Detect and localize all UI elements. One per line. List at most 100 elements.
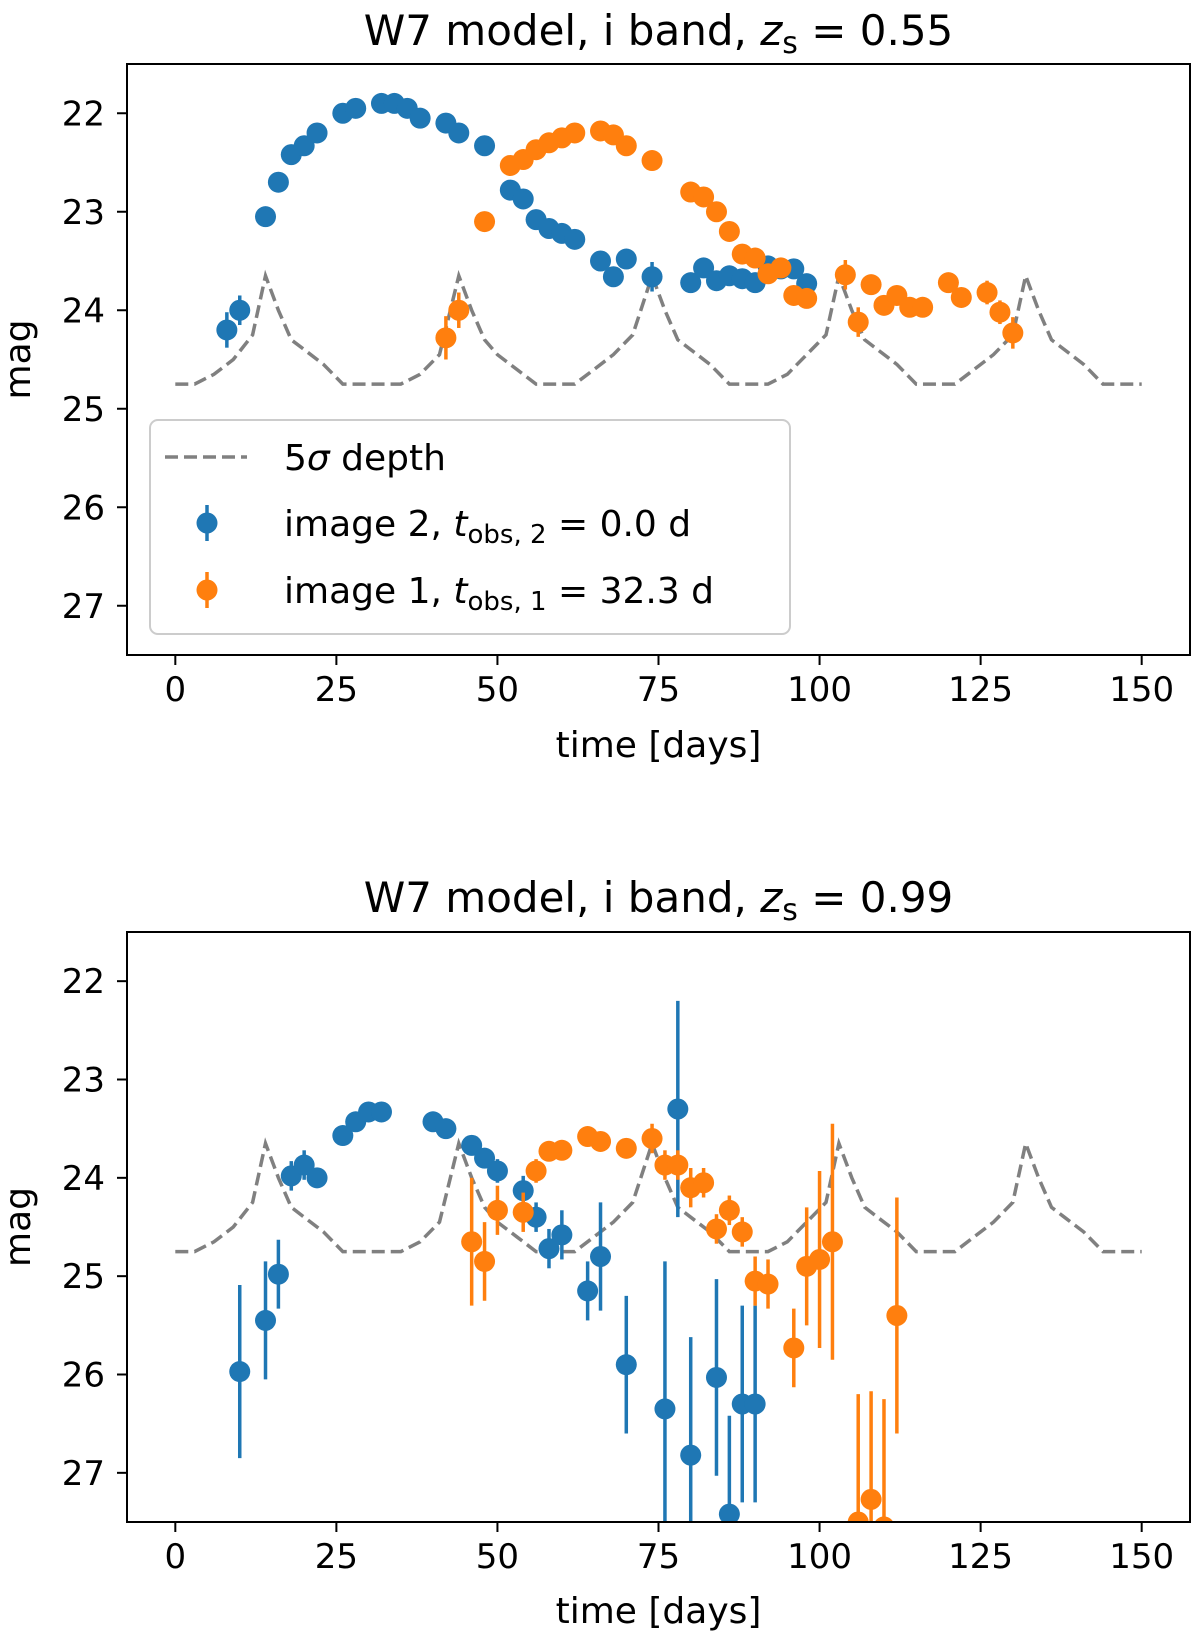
data-point [525,1160,547,1182]
legend-image1-marker [196,579,218,601]
depth-line [175,269,1142,386]
data-point [293,1154,315,1176]
data-point [770,257,792,279]
data-point [641,266,663,288]
data-point [229,1361,251,1383]
data-point [486,1160,508,1182]
data-point [448,122,470,144]
data-point [847,1511,869,1522]
x-tick-label: 75 [637,1537,680,1577]
data-point [564,122,586,144]
data-point [705,201,727,223]
data-point [718,220,740,242]
y-tick-label: 26 [62,1356,105,1396]
data-point [693,257,715,279]
data-point [912,296,934,318]
data-point [474,1250,496,1272]
data-point [718,1503,740,1522]
y-tick-label: 25 [62,390,105,430]
data-point [345,97,367,119]
data-point [255,1309,277,1331]
data-point [950,286,972,308]
data-point [551,1224,573,1246]
series-image2 [229,1000,766,1522]
legend-image1-label: image 1, tobs, 1 = 32.3 d [284,571,714,617]
data-point [216,319,238,341]
data-point [267,1263,289,1285]
data-point [551,1139,573,1161]
x-tick-label: 125 [948,670,1013,710]
chart-bottom: W7 model, i band, zs = 0.99 0 25 50 75 100 125… [0,873,1191,1632]
data-point [461,1231,483,1253]
axes-frame [126,63,1191,656]
chart-top: W7 model, i band, zs = 0.55 0 25 50 75 100 125… [0,6,1191,766]
y-tick-label: 23 [62,193,105,233]
plot-area [175,92,1142,386]
x-axis-label: time [days] [556,725,762,766]
data-point [641,1128,663,1149]
y-tick-label: 25 [62,1257,105,1297]
data-point [538,1238,560,1260]
data-point [512,1180,534,1202]
data-point [590,250,612,272]
data-point [744,1393,766,1415]
data-point [577,1280,599,1302]
x-tick-label: 25 [315,670,358,710]
data-point [602,266,624,288]
data-point [564,228,586,250]
series-image1 [435,120,1024,360]
data-point [860,1488,882,1510]
legend-image2-marker [196,512,218,534]
data-point [705,1218,727,1240]
data-point [486,1199,508,1221]
axes-frame [126,931,1191,1523]
legend: 5σ depth image 2, tobs, 2 = 0.0 d image 1,… [149,419,791,635]
data-point [693,186,715,208]
data-point [435,327,457,349]
y-tick-label: 26 [62,488,105,528]
data-point [718,1199,740,1221]
data-point [306,1167,328,1189]
data-point [641,150,663,172]
data-point [705,1366,727,1388]
legend-box [149,419,791,635]
data-point [590,1130,612,1152]
x-tick-label: 75 [637,670,680,710]
data-point [757,1273,779,1295]
data-point [409,107,431,129]
chart-title: W7 model, i band, zs = 0.55 [364,6,954,61]
data-point [293,135,315,157]
data-point [615,248,637,270]
x-axis-label: time [days] [556,1591,762,1632]
x-tick-label: 25 [315,1537,358,1577]
plot-area [175,1000,1142,1522]
x-tick-label: 50 [476,1537,519,1577]
data-point [474,135,496,157]
data-point [937,272,959,294]
data-point [693,1172,715,1194]
data-point [667,1098,689,1120]
data-point [783,1337,805,1359]
y-axis-label: mag [0,1187,39,1267]
x-tick-label: 150 [1109,1537,1174,1577]
data-point [332,1125,354,1147]
y-tick-label: 27 [62,1454,105,1494]
data-point [590,1246,612,1267]
data-point [847,311,869,333]
data-point [821,1231,843,1253]
data-point [474,1147,496,1169]
data-point [267,171,289,193]
x-tick-label: 100 [787,1537,852,1577]
data-point [680,1444,702,1466]
data-point [615,1354,637,1376]
data-point [809,1248,831,1270]
depth-line [175,1137,1142,1254]
y-tick-label: 22 [62,94,105,134]
data-point [667,1154,689,1176]
data-point [796,287,818,309]
data-point [615,135,637,157]
data-point [255,206,277,228]
data-point [860,274,882,296]
data-point [435,1118,457,1140]
data-point [976,282,998,304]
